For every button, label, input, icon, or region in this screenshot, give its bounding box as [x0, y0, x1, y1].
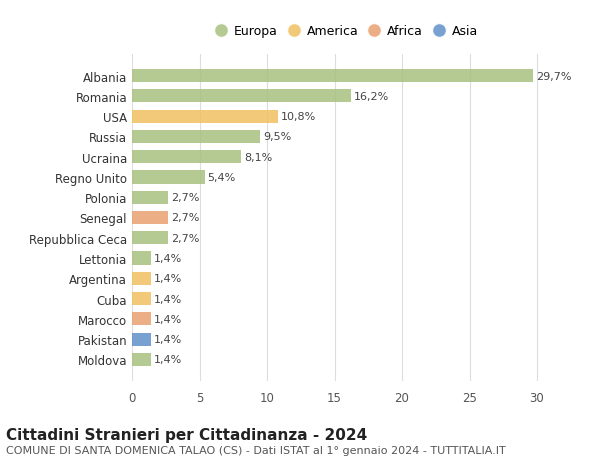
Bar — [132, 90, 350, 103]
Legend: Europa, America, Africa, Asia: Europa, America, Africa, Asia — [212, 19, 484, 45]
Text: 2,7%: 2,7% — [171, 193, 200, 203]
Text: 2,7%: 2,7% — [171, 233, 200, 243]
Text: 5,4%: 5,4% — [208, 173, 236, 183]
Bar — [132, 130, 260, 144]
Text: 1,4%: 1,4% — [154, 355, 182, 364]
Bar — [132, 110, 278, 123]
Bar — [132, 191, 169, 204]
Text: 2,7%: 2,7% — [171, 213, 200, 223]
Text: 29,7%: 29,7% — [536, 72, 571, 81]
Bar — [132, 292, 151, 306]
Text: 8,1%: 8,1% — [244, 152, 272, 162]
Bar — [132, 333, 151, 346]
Bar — [132, 232, 169, 245]
Text: 1,4%: 1,4% — [154, 314, 182, 324]
Bar — [132, 212, 169, 224]
Text: 1,4%: 1,4% — [154, 294, 182, 304]
Bar — [132, 70, 533, 83]
Text: 16,2%: 16,2% — [353, 92, 389, 102]
Bar — [132, 252, 151, 265]
Text: COMUNE DI SANTA DOMENICA TALAO (CS) - Dati ISTAT al 1° gennaio 2024 - TUTTITALIA: COMUNE DI SANTA DOMENICA TALAO (CS) - Da… — [6, 445, 506, 455]
Text: 1,4%: 1,4% — [154, 334, 182, 344]
Text: 1,4%: 1,4% — [154, 274, 182, 284]
Text: 10,8%: 10,8% — [281, 112, 316, 122]
Bar — [132, 171, 205, 184]
Text: 9,5%: 9,5% — [263, 132, 291, 142]
Bar — [132, 313, 151, 326]
Text: Cittadini Stranieri per Cittadinanza - 2024: Cittadini Stranieri per Cittadinanza - 2… — [6, 427, 367, 442]
Text: 1,4%: 1,4% — [154, 253, 182, 263]
Bar — [132, 272, 151, 285]
Bar — [132, 151, 241, 164]
Bar — [132, 353, 151, 366]
